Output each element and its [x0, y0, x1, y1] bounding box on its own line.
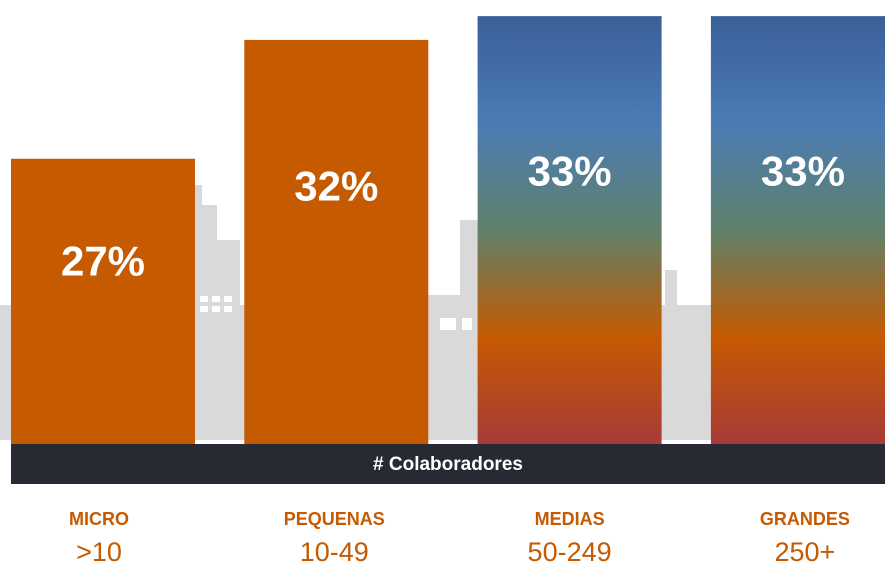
- category-label: GRANDES: [760, 509, 850, 529]
- category-label: PEQUENAS: [284, 509, 385, 529]
- value-label: 27%: [61, 237, 145, 284]
- bar: [11, 158, 195, 445]
- axis-band: [11, 444, 885, 484]
- bar: [710, 16, 885, 445]
- bar: [244, 39, 429, 444]
- range-label: 50-249: [528, 537, 612, 567]
- bar: [477, 16, 662, 445]
- value-label: 33%: [761, 148, 845, 195]
- value-label: 33%: [528, 148, 612, 195]
- x-axis-label: # Colaboradores: [373, 454, 523, 475]
- range-label: 10-49: [300, 537, 369, 567]
- value-label: 32%: [294, 163, 378, 210]
- windows: [200, 296, 472, 330]
- range-label: 250+: [774, 537, 835, 567]
- category-label: MEDIAS: [535, 509, 605, 529]
- category-label: MICRO: [69, 509, 129, 529]
- range-label: >10: [76, 537, 122, 567]
